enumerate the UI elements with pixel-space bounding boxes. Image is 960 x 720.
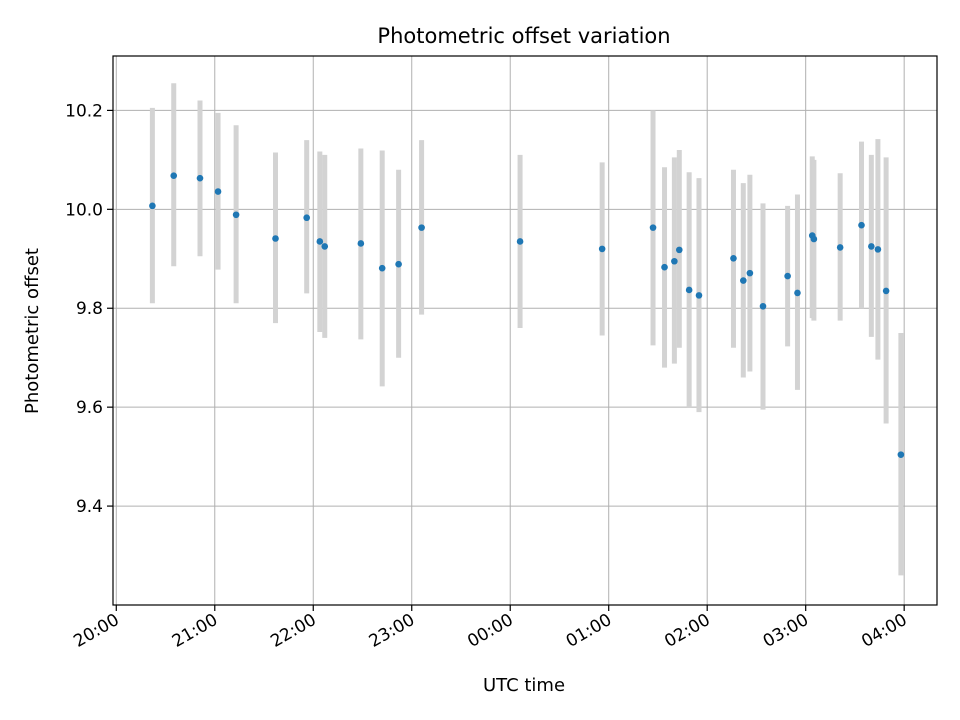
error-bars — [149, 83, 904, 576]
data-point — [661, 263, 668, 271]
data-point — [882, 287, 890, 295]
chart-title: Photometric offset variation — [377, 24, 670, 48]
data-point — [671, 257, 678, 265]
data-point — [897, 451, 905, 458]
data-point — [378, 264, 386, 272]
data-point — [272, 235, 279, 242]
data-point — [170, 172, 178, 179]
data-point — [746, 269, 754, 277]
data-points — [149, 172, 905, 458]
x-tick-label: 20:00 — [70, 610, 122, 652]
x-axis-label: UTC time — [483, 675, 565, 696]
data-point — [836, 244, 844, 251]
y-tick-label: 9.6 — [76, 398, 103, 418]
data-point — [649, 224, 657, 231]
data-point — [685, 286, 693, 294]
data-point — [794, 289, 801, 297]
data-point — [695, 292, 703, 299]
data-point — [810, 235, 818, 243]
y-axis-label: Photometric offset — [22, 248, 43, 414]
x-tick-label: 21:00 — [169, 610, 221, 652]
data-point — [740, 277, 747, 284]
data-point — [598, 245, 606, 253]
data-point — [357, 240, 365, 247]
y-tick-label: 9.8 — [76, 299, 103, 319]
data-point — [730, 254, 737, 262]
data-point — [675, 246, 683, 254]
y-tick-label: 9.4 — [76, 497, 103, 517]
x-tick-label: 00:00 — [464, 610, 516, 652]
data-point — [316, 238, 324, 245]
data-point — [858, 221, 865, 229]
data-point — [516, 238, 524, 245]
y-tick-label: 10.0 — [65, 200, 103, 220]
data-point — [196, 174, 204, 182]
data-point — [232, 211, 240, 219]
data-point — [214, 188, 222, 195]
plot-frame — [112, 55, 938, 606]
x-tick-label: 04:00 — [858, 610, 910, 652]
x-tick-label: 23:00 — [366, 610, 418, 652]
x-tick-label: 03:00 — [760, 610, 812, 652]
x-tick-label: 02:00 — [661, 610, 713, 652]
x-tick-label: 22:00 — [267, 610, 319, 652]
y-tick-label: 10.2 — [65, 101, 103, 121]
data-point — [321, 243, 329, 250]
data-point — [868, 243, 875, 250]
data-point — [418, 224, 425, 231]
data-point — [874, 246, 882, 253]
data-point — [303, 214, 310, 222]
data-point — [395, 260, 402, 268]
y-axis-ticks: 9.4 9.6 9.8 10.0 10.2 — [65, 101, 113, 517]
x-axis-ticks: 20:00 21:00 22:00 23:00 00:00 01:00 02:00 03:00… — [70, 605, 911, 652]
x-tick-label: 01:00 — [563, 610, 615, 652]
data-point — [759, 302, 767, 310]
data-point — [784, 272, 791, 280]
data-point — [149, 202, 156, 210]
